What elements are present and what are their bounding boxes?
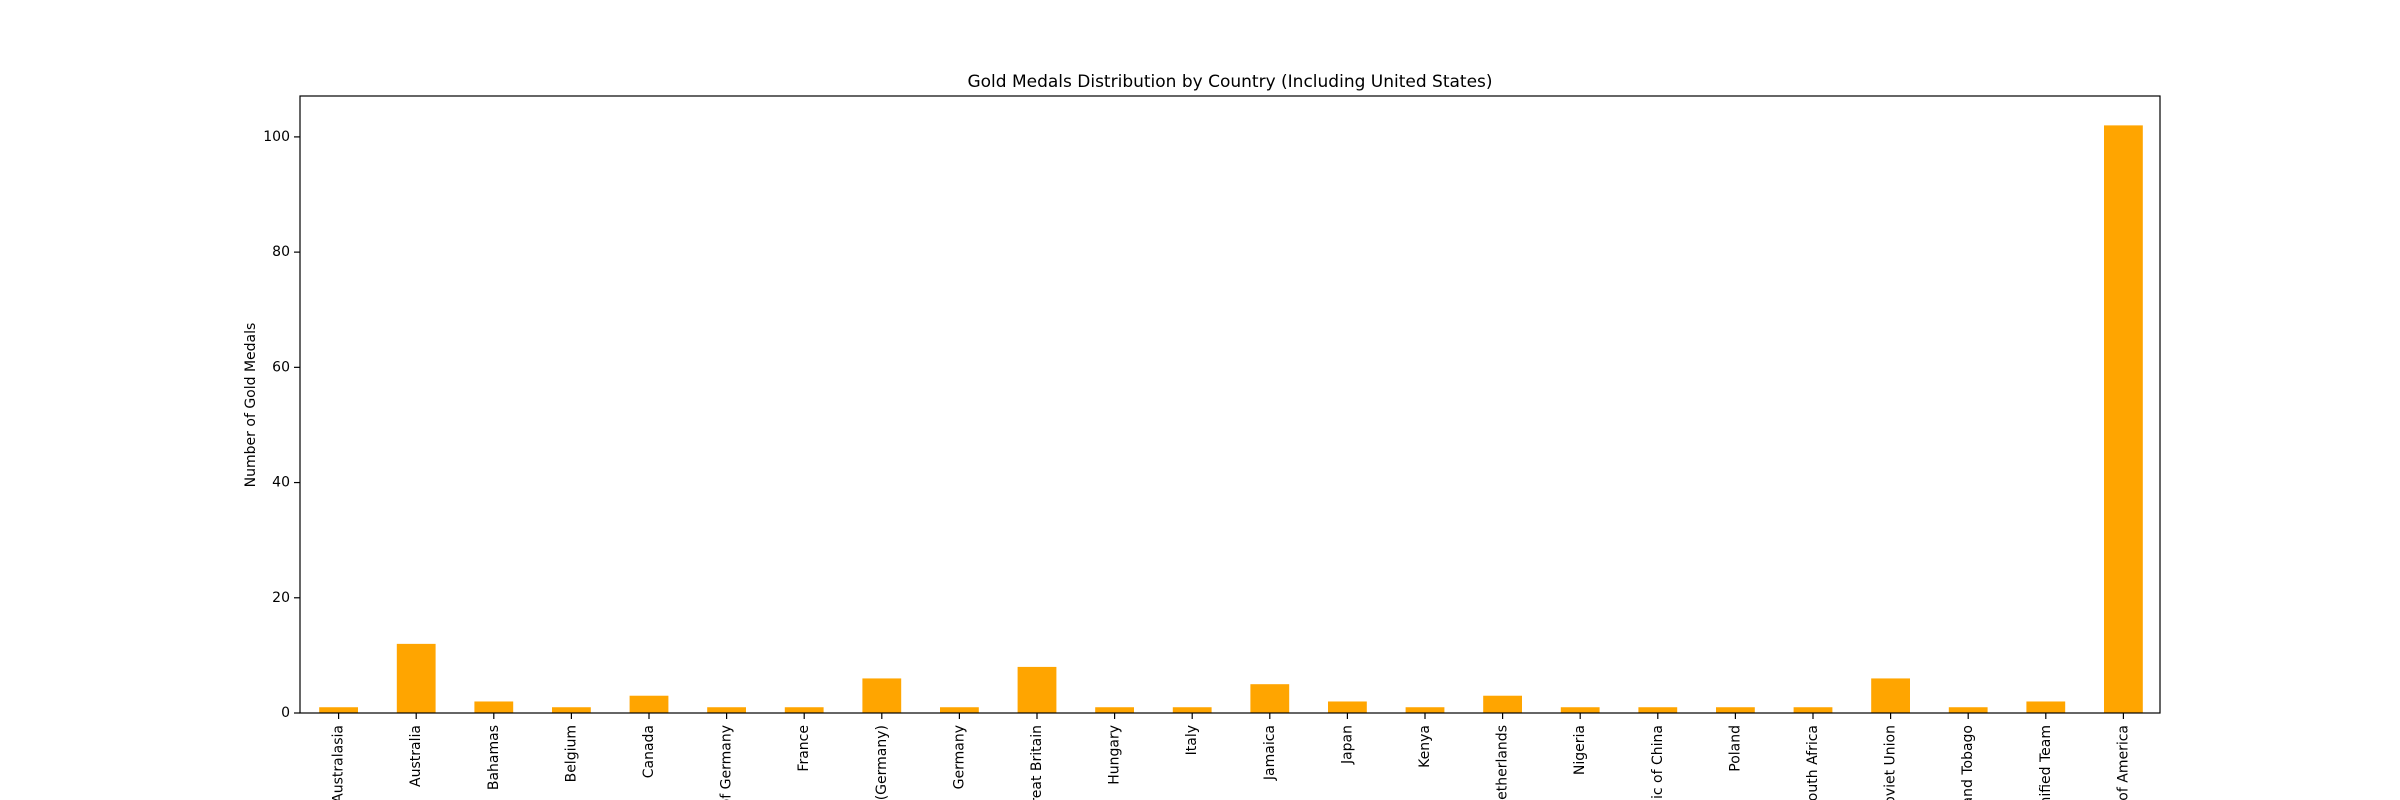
x-tick-label: Kenya bbox=[1417, 725, 1433, 768]
x-tick-label: Australia bbox=[408, 725, 424, 787]
x-tick-label: France bbox=[796, 725, 812, 772]
x-tick-label: Belgium bbox=[563, 725, 579, 782]
bar bbox=[1871, 678, 1910, 713]
x-tick-label: of America bbox=[2115, 725, 2131, 800]
bar bbox=[1793, 707, 1833, 713]
bar bbox=[1483, 695, 1522, 713]
x-tick-label: lic of China bbox=[1650, 725, 1666, 800]
bar bbox=[396, 643, 436, 713]
bar bbox=[2104, 125, 2143, 713]
x-tick-label: Germany bbox=[951, 725, 967, 789]
bar bbox=[2026, 701, 2066, 713]
x-tick-label: letherlands bbox=[1495, 725, 1511, 800]
x-tick-label: Japan bbox=[1339, 725, 1355, 765]
y-tick-label: 60 bbox=[272, 359, 290, 375]
x-tick-label: Nigeria bbox=[1572, 725, 1588, 775]
y-tick-label: 40 bbox=[272, 475, 290, 491]
y-tick-label: 20 bbox=[272, 590, 290, 606]
x-tick-label: Canada bbox=[641, 725, 657, 778]
bars bbox=[319, 125, 2143, 713]
bar bbox=[940, 707, 979, 713]
bar bbox=[629, 695, 669, 713]
x-tick-label: (Germany) bbox=[874, 725, 890, 800]
bar bbox=[1948, 707, 1988, 713]
x-tick-label: reat Britain bbox=[1029, 725, 1045, 800]
bar bbox=[784, 707, 824, 713]
chart-title: Gold Medals Distribution by Country (Inc… bbox=[967, 72, 1492, 92]
bar bbox=[1405, 707, 1445, 713]
bar bbox=[1250, 684, 1290, 713]
y-tick-label: 80 bbox=[272, 244, 290, 260]
y-axis-label: Number of Gold Medals bbox=[243, 323, 259, 488]
x-tick-label: oviet Union bbox=[1883, 725, 1899, 800]
x-tick-label: Italy bbox=[1184, 725, 1200, 755]
bar bbox=[552, 707, 591, 713]
x-tick-label: Hungary bbox=[1107, 725, 1123, 785]
y-tick-label: 0 bbox=[281, 705, 290, 721]
x-tick-label: Australasia bbox=[331, 725, 347, 800]
x-tick-label: and Tobago bbox=[1960, 725, 1976, 800]
bar bbox=[1017, 666, 1057, 713]
x-axis-ticks: Australasia Australia Bahamas Belgium Canada… bbox=[331, 713, 2131, 800]
bar bbox=[319, 707, 358, 713]
x-tick-label: of Germany bbox=[719, 725, 735, 800]
bar bbox=[1328, 701, 1367, 713]
bar bbox=[707, 707, 746, 713]
y-tick-label: 100 bbox=[263, 129, 290, 145]
bar bbox=[1172, 707, 1212, 713]
x-tick-label: Bahamas bbox=[486, 725, 502, 790]
y-axis-ticks: 0 20 40 60 80 100 bbox=[263, 129, 300, 721]
bar bbox=[1095, 707, 1134, 713]
x-tick-label: Poland bbox=[1727, 725, 1743, 772]
bar bbox=[474, 701, 514, 713]
x-tick-label: Jamaica bbox=[1262, 725, 1278, 781]
bar bbox=[1716, 707, 1755, 713]
x-tick-label: nified Team bbox=[2038, 725, 2054, 800]
bar bbox=[1560, 707, 1600, 713]
plot-frame bbox=[299, 95, 2161, 714]
x-tick-label: outh Africa bbox=[1805, 725, 1821, 800]
bar bbox=[862, 678, 902, 713]
bar bbox=[1638, 707, 1678, 713]
